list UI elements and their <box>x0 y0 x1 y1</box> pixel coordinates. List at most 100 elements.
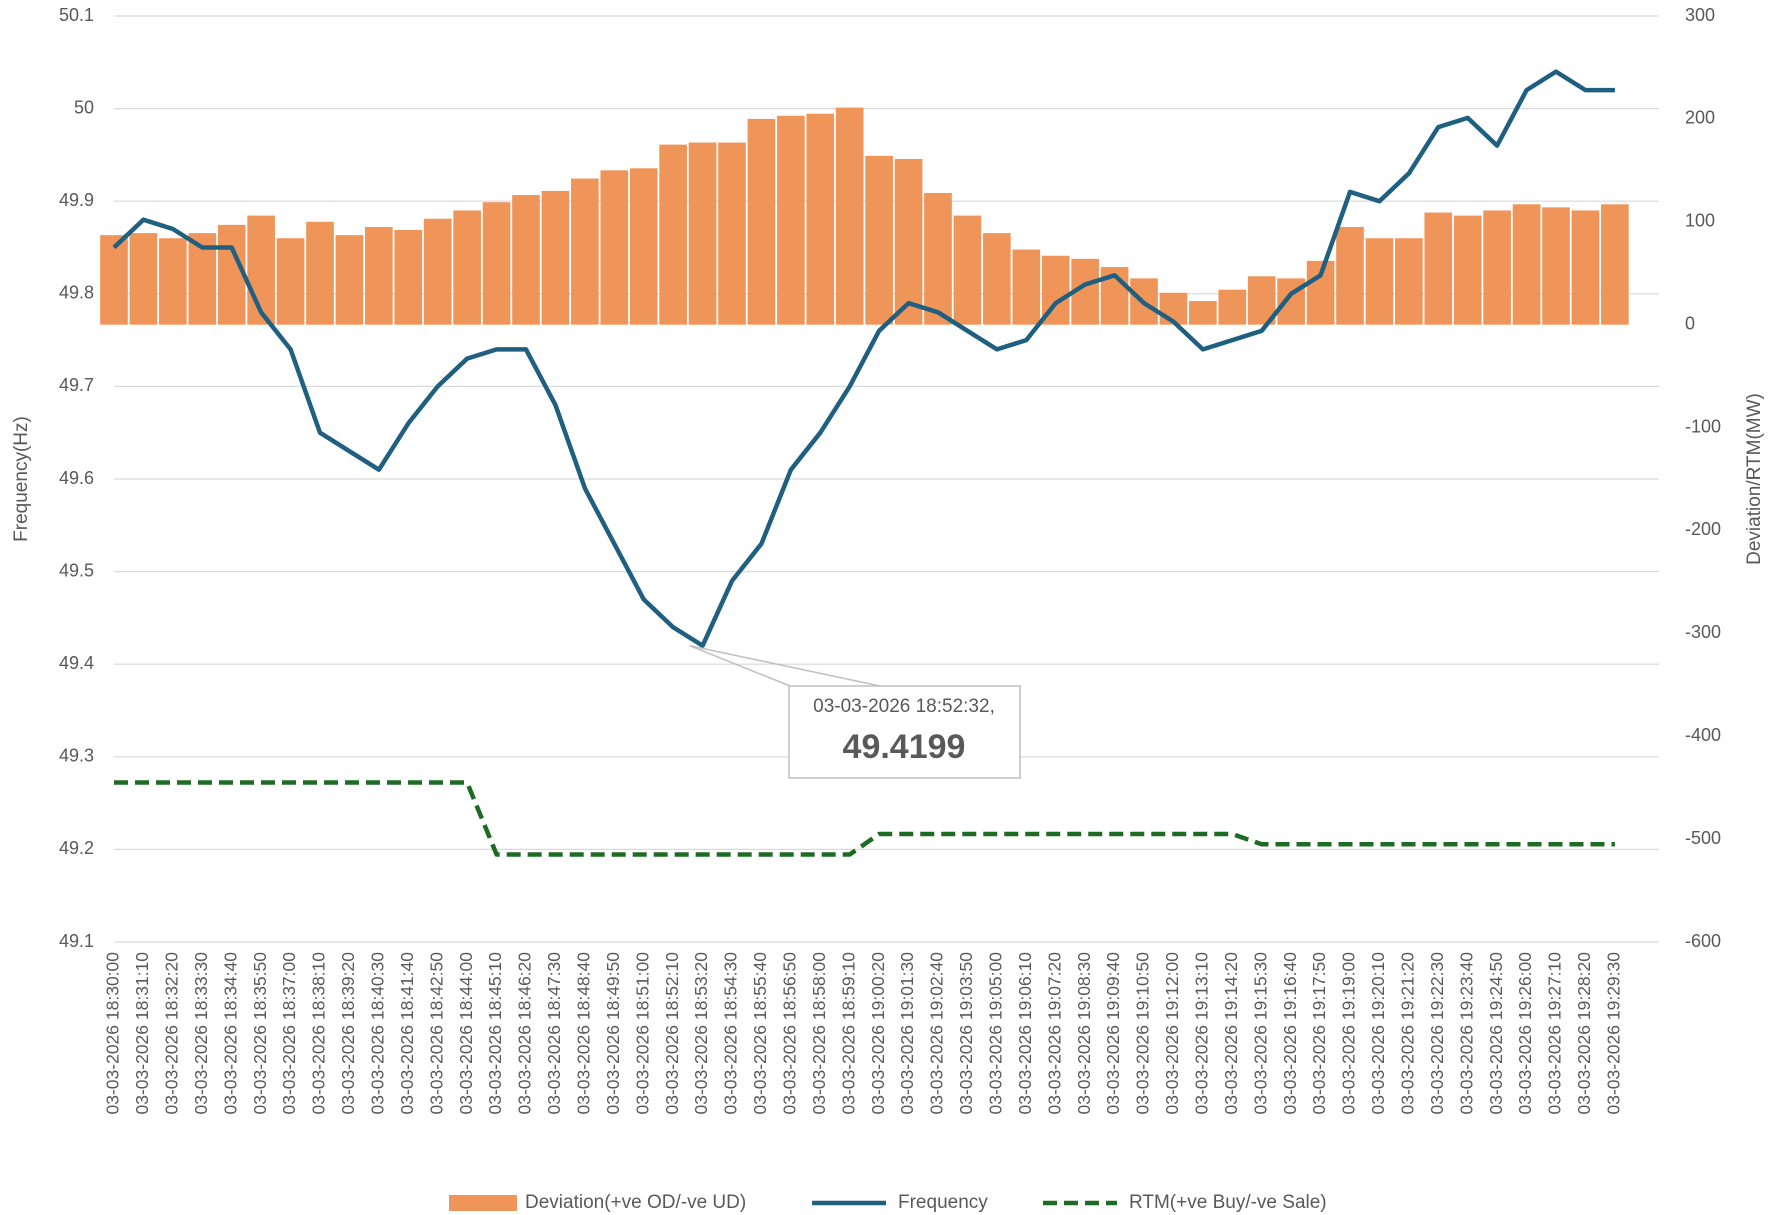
x-tick-label: 03-03-2026 19:01:30 <box>897 952 917 1115</box>
bar <box>835 107 864 325</box>
x-tick-label: 03-03-2026 18:38:10 <box>309 952 329 1115</box>
callout-label: 03-03-2026 18:52:32, <box>813 696 995 717</box>
x-tick-label: 03-03-2026 19:22:30 <box>1427 952 1447 1115</box>
x-tick-label: 03-03-2026 19:28:20 <box>1574 952 1594 1115</box>
x-tick-label: 03-03-2026 18:30:00 <box>103 952 123 1115</box>
y-tick-label: 49.2 <box>59 838 94 858</box>
bar <box>482 202 511 325</box>
bar <box>629 168 658 325</box>
y2-tick-label: -300 <box>1685 622 1721 642</box>
x-tick-label: 03-03-2026 18:46:20 <box>515 952 535 1115</box>
x-tick-label: 03-03-2026 19:27:10 <box>1545 952 1565 1115</box>
y2-tick-label: 200 <box>1685 108 1715 128</box>
y2-tick-label: -200 <box>1685 519 1721 539</box>
bar <box>571 178 599 325</box>
y-tick-label: 49.3 <box>59 746 94 766</box>
x-tick-label: 03-03-2026 18:59:10 <box>838 952 858 1115</box>
bar <box>924 192 952 325</box>
bar <box>276 238 305 325</box>
x-tick-label: 03-03-2026 18:45:10 <box>485 952 505 1115</box>
x-tick-label: 03-03-2026 19:23:40 <box>1456 952 1476 1115</box>
bar <box>983 233 1011 325</box>
x-tick-label: 03-03-2026 19:13:10 <box>1191 952 1211 1115</box>
x-tick-label: 03-03-2026 18:58:00 <box>809 952 829 1115</box>
x-tick-label: 03-03-2026 19:05:00 <box>985 952 1005 1115</box>
bar <box>1365 238 1394 325</box>
x-tick-label: 03-03-2026 19:24:50 <box>1486 952 1506 1115</box>
x-tick-label: 03-03-2026 18:37:00 <box>279 952 299 1115</box>
x-tick-label: 03-03-2026 18:49:50 <box>603 952 623 1115</box>
y2-tick-label: -600 <box>1685 931 1721 951</box>
x-tick-label: 03-03-2026 19:26:00 <box>1515 952 1535 1115</box>
x-tick-label: 03-03-2026 18:52:10 <box>662 952 682 1115</box>
x-tick-label: 03-03-2026 18:48:40 <box>573 952 593 1115</box>
y2-tick-label: -400 <box>1685 725 1721 745</box>
y2-tick-label: 0 <box>1685 313 1695 333</box>
bar <box>953 215 982 325</box>
x-tick-label: 03-03-2026 18:32:20 <box>161 952 181 1115</box>
x-tick-label: 03-03-2026 18:56:50 <box>779 952 799 1115</box>
x-tick-label: 03-03-2026 19:00:20 <box>868 952 888 1115</box>
bar <box>335 235 364 325</box>
callout-leader <box>689 645 881 687</box>
bar <box>894 159 923 325</box>
x-tick-label: 03-03-2026 18:53:20 <box>691 952 711 1115</box>
x-tick-label: 03-03-2026 19:16:40 <box>1280 952 1300 1115</box>
x-tick-label: 03-03-2026 19:06:10 <box>1015 952 1035 1115</box>
x-tick-label: 03-03-2026 19:21:20 <box>1397 952 1417 1115</box>
bar <box>600 170 629 325</box>
legend-swatch <box>449 1195 517 1211</box>
y-tick-label: 49.5 <box>59 560 94 580</box>
bar <box>1601 204 1629 325</box>
x-tick-label: 03-03-2026 19:29:30 <box>1603 952 1623 1115</box>
x-tick-label: 03-03-2026 18:39:20 <box>338 952 358 1115</box>
bar <box>1542 207 1570 325</box>
x-tick-label: 03-03-2026 19:15:30 <box>1250 952 1270 1115</box>
x-tick-label: 03-03-2026 18:47:30 <box>544 952 564 1115</box>
x-tick-label: 03-03-2026 19:19:00 <box>1339 952 1359 1115</box>
x-tick-label: 03-03-2026 19:10:50 <box>1133 952 1153 1115</box>
bar <box>1218 289 1247 325</box>
callout-value: 49.4199 <box>843 728 966 766</box>
x-tick-label: 03-03-2026 19:03:50 <box>956 952 976 1115</box>
bar <box>1571 210 1600 325</box>
y-tick-label: 49.8 <box>59 283 94 303</box>
bar <box>747 118 776 325</box>
y2-tick-label: -500 <box>1685 828 1721 848</box>
x-tick-label: 03-03-2026 19:20:10 <box>1368 952 1388 1115</box>
bar <box>1189 301 1217 325</box>
x-tick-label: 03-03-2026 19:17:50 <box>1309 952 1329 1115</box>
bar <box>1012 249 1041 325</box>
x-tick-label: 03-03-2026 18:51:00 <box>632 952 652 1115</box>
bar <box>1512 204 1541 325</box>
rtm-line <box>114 780 1615 857</box>
bar <box>659 144 687 325</box>
x-tick-label: 03-03-2026 19:12:00 <box>1162 952 1182 1115</box>
x-tick-label: 03-03-2026 19:14:20 <box>1221 952 1241 1115</box>
callout-leader <box>689 645 791 687</box>
y2-axis-title: Deviation/RTM(MW) <box>1744 393 1765 565</box>
bar <box>365 226 393 325</box>
x-tick-label: 03-03-2026 18:44:00 <box>456 952 476 1115</box>
bar <box>1453 215 1482 325</box>
bar <box>247 215 275 325</box>
bar <box>718 142 746 325</box>
bar <box>688 142 717 325</box>
x-tick-label: 03-03-2026 19:09:40 <box>1103 952 1123 1115</box>
bar <box>100 235 128 325</box>
y-tick-label: 50.1 <box>59 5 94 25</box>
bar <box>129 233 158 325</box>
x-tick-label: 03-03-2026 18:35:50 <box>250 952 270 1115</box>
bar <box>777 115 805 325</box>
bar <box>541 190 570 325</box>
bar <box>806 113 835 325</box>
bar <box>217 224 246 325</box>
bar <box>512 195 540 325</box>
x-tick-label: 03-03-2026 18:41:40 <box>397 952 417 1115</box>
frequency-line <box>112 69 1615 648</box>
legend-label: RTM(+ve Buy/-ve Sale) <box>1129 1192 1327 1213</box>
y2-tick-label: -100 <box>1685 416 1721 436</box>
x-tick-label: 03-03-2026 18:33:30 <box>191 952 211 1115</box>
callout-box <box>788 685 1021 779</box>
bar <box>1336 226 1364 325</box>
